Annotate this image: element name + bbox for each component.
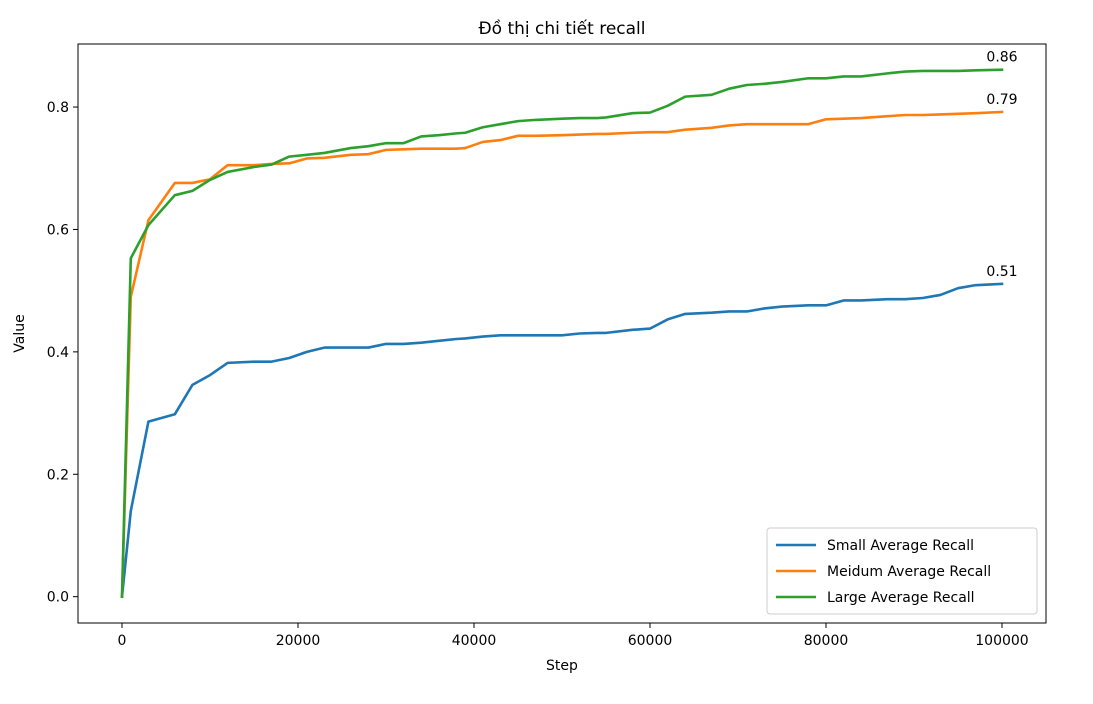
y-tick-label: 0.4 xyxy=(47,345,69,361)
legend: Small Average Recall Meidum Average Recal… xyxy=(766,527,1038,615)
end-value-label: 0.51 xyxy=(986,264,1017,280)
x-tick-label: 0 xyxy=(118,633,127,649)
y-tick-label: 0.2 xyxy=(47,467,69,483)
legend-label: Large Average Recall xyxy=(827,590,975,606)
y-tick-label: 0.6 xyxy=(47,222,69,238)
chart-title: Đồ thị chi tiết recall xyxy=(479,18,646,39)
plot-frame xyxy=(77,43,1047,624)
end-value-label: 0.86 xyxy=(986,50,1017,66)
legend-label: Small Average Recall xyxy=(827,538,974,554)
y-tick-label: 0.8 xyxy=(47,100,69,116)
legend-label: Meidum Average Recall xyxy=(827,564,991,580)
y-tick-label: 0.0 xyxy=(47,590,69,606)
x-axis: 0 20000 40000 60000 80000 100000 xyxy=(118,623,1029,649)
series-line-3 xyxy=(120,68,1004,599)
y-axis: 0.0 0.2 0.4 0.6 0.8 xyxy=(47,100,78,606)
x-tick-label: 20000 xyxy=(276,633,321,649)
legend-box xyxy=(766,527,1038,615)
x-tick-label: 100000 xyxy=(975,633,1028,649)
x-axis-title: Step xyxy=(546,658,578,674)
y-axis-title: Value xyxy=(12,314,28,352)
series-line-2 xyxy=(120,110,1004,599)
x-tick-label: 40000 xyxy=(452,633,497,649)
series-layer xyxy=(120,68,1004,599)
series-line-1 xyxy=(120,282,1004,599)
x-tick-label: 60000 xyxy=(628,633,673,649)
x-tick-label: 80000 xyxy=(804,633,849,649)
end-labels: 0.51 0.79 0.86 xyxy=(986,50,1017,280)
end-value-label: 0.79 xyxy=(986,92,1017,108)
